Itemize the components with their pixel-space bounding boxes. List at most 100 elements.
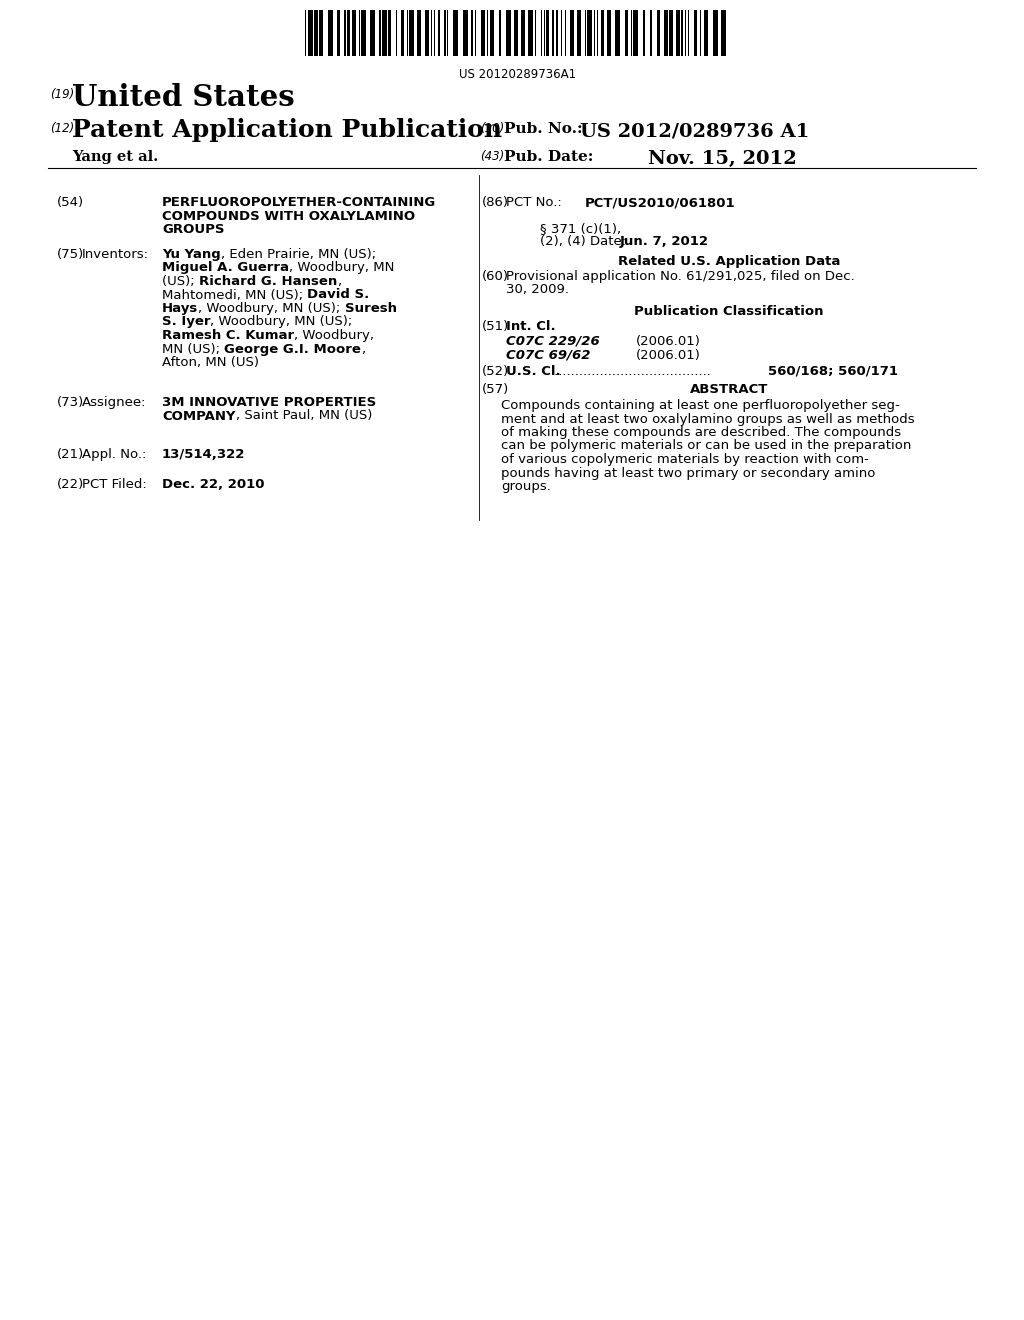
Text: GROUPS: GROUPS (162, 223, 224, 236)
Bar (669, 11, 673, 55)
Text: ABSTRACT: ABSTRACT (690, 383, 768, 396)
Text: U.S. Cl.: U.S. Cl. (506, 366, 560, 378)
Bar (577, 11, 581, 55)
Text: (21): (21) (57, 447, 84, 461)
Text: Int. Cl.: Int. Cl. (506, 319, 556, 333)
Text: Suresh: Suresh (345, 302, 396, 315)
Bar (319, 11, 323, 55)
Bar (425, 11, 429, 55)
Bar (481, 11, 485, 55)
Text: Richard G. Hansen: Richard G. Hansen (199, 275, 337, 288)
Text: S. Iyer: S. Iyer (162, 315, 211, 329)
Bar (463, 11, 468, 55)
Text: (2), (4) Date:: (2), (4) Date: (540, 235, 626, 248)
Text: Nov. 15, 2012: Nov. 15, 2012 (648, 150, 797, 168)
Text: , Woodbury,: , Woodbury, (294, 329, 374, 342)
Bar (506, 11, 511, 55)
Bar (528, 11, 534, 55)
Text: , Eden Prairie, MN (US);: , Eden Prairie, MN (US); (221, 248, 376, 261)
Bar (681, 11, 683, 55)
Bar (721, 11, 726, 55)
Bar (587, 11, 592, 55)
Text: 30, 2009.: 30, 2009. (506, 284, 569, 297)
Bar (499, 11, 501, 55)
Bar (444, 11, 446, 55)
Bar (328, 11, 333, 55)
Text: Inventors:: Inventors: (82, 248, 150, 261)
Bar (514, 11, 518, 55)
Bar (676, 11, 680, 55)
Bar (438, 11, 440, 55)
Text: ,: , (337, 275, 341, 288)
Text: pounds having at least two primary or secondary amino: pounds having at least two primary or se… (501, 466, 876, 479)
Bar (471, 11, 473, 55)
Text: , Woodbury, MN: , Woodbury, MN (289, 261, 394, 275)
Text: Appl. No.:: Appl. No.: (82, 447, 146, 461)
Text: C07C 69/62: C07C 69/62 (506, 348, 591, 362)
Text: MN (US);: MN (US); (162, 342, 224, 355)
Bar (601, 11, 604, 55)
Text: Yu Yang: Yu Yang (162, 248, 221, 261)
Text: Yang et al.: Yang et al. (72, 150, 159, 164)
Text: groups.: groups. (501, 480, 551, 492)
Text: , Saint Paul, MN (US): , Saint Paul, MN (US) (236, 409, 372, 422)
Text: COMPOUNDS WITH OXALYLAMINO: COMPOUNDS WITH OXALYLAMINO (162, 210, 415, 223)
Bar (657, 11, 660, 55)
Text: Miguel A. Guerra: Miguel A. Guerra (162, 261, 289, 275)
Text: David S.: David S. (307, 289, 370, 301)
Bar (713, 11, 718, 55)
Text: (19): (19) (50, 88, 75, 102)
Bar (521, 11, 525, 55)
Text: Dec. 22, 2010: Dec. 22, 2010 (162, 478, 264, 491)
Bar (352, 11, 356, 55)
Text: (2006.01): (2006.01) (636, 348, 700, 362)
Text: Hays: Hays (162, 302, 199, 315)
Text: (57): (57) (482, 383, 509, 396)
Bar (552, 11, 554, 55)
Text: Pub. No.:: Pub. No.: (504, 121, 583, 136)
Bar (388, 11, 391, 55)
Bar (625, 11, 628, 55)
Bar (705, 11, 708, 55)
Text: Related U.S. Application Data: Related U.S. Application Data (617, 255, 840, 268)
Bar (401, 11, 404, 55)
Text: ment and at least two oxalylamino groups as well as methods: ment and at least two oxalylamino groups… (501, 412, 914, 425)
Text: 3M INNOVATIVE PROPERTIES: 3M INNOVATIVE PROPERTIES (162, 396, 376, 409)
Bar (694, 11, 697, 55)
Bar (347, 11, 350, 55)
Bar (546, 11, 549, 55)
Text: George G.I. Moore: George G.I. Moore (224, 342, 361, 355)
Text: (51): (51) (482, 319, 509, 333)
Text: (86): (86) (482, 195, 509, 209)
Bar (370, 11, 375, 55)
Bar (314, 11, 318, 55)
Text: Publication Classification: Publication Classification (634, 305, 823, 318)
Bar (379, 11, 381, 55)
Text: (22): (22) (57, 478, 84, 491)
Bar (344, 11, 346, 55)
Text: C07C 229/26: C07C 229/26 (506, 335, 600, 348)
Text: Assignee:: Assignee: (82, 396, 146, 409)
Bar (643, 11, 645, 55)
Bar (607, 11, 611, 55)
Text: (2006.01): (2006.01) (636, 335, 700, 348)
Text: US 2012/0289736 A1: US 2012/0289736 A1 (580, 121, 809, 140)
Text: , Woodbury, MN (US);: , Woodbury, MN (US); (199, 302, 345, 315)
Text: PCT Filed:: PCT Filed: (82, 478, 146, 491)
Text: (US);: (US); (162, 275, 199, 288)
Bar (633, 11, 638, 55)
Text: PCT/US2010/061801: PCT/US2010/061801 (585, 195, 735, 209)
Text: (73): (73) (57, 396, 84, 409)
Text: (60): (60) (482, 271, 509, 282)
Bar (570, 11, 574, 55)
Text: (54): (54) (57, 195, 84, 209)
Text: of various copolymeric materials by reaction with com-: of various copolymeric materials by reac… (501, 453, 869, 466)
Text: (75): (75) (57, 248, 84, 261)
Text: COMPANY: COMPANY (162, 409, 236, 422)
Text: PERFLUOROPOLYETHER-CONTAINING: PERFLUOROPOLYETHER-CONTAINING (162, 195, 436, 209)
Bar (308, 11, 313, 55)
Text: United States: United States (72, 83, 295, 112)
Bar (453, 11, 458, 55)
Text: Compounds containing at least one perfluoropolyether seg-: Compounds containing at least one perflu… (501, 399, 900, 412)
Text: Ramesh C. Kumar: Ramesh C. Kumar (162, 329, 294, 342)
